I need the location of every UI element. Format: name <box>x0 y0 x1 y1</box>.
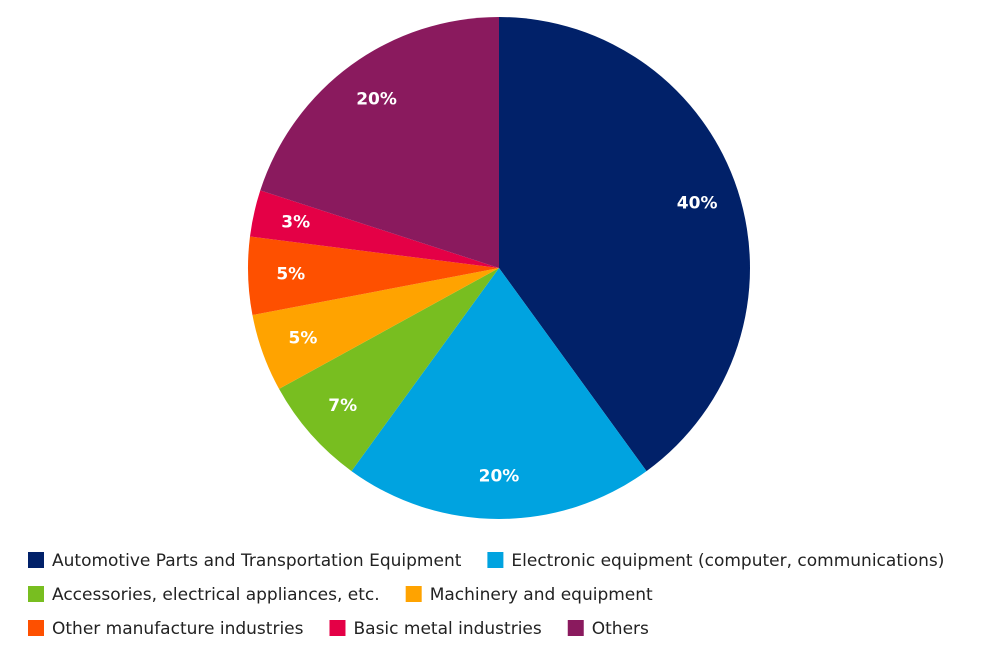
value-label: 5% <box>289 329 318 349</box>
legend-label: Basic metal industries <box>353 619 541 639</box>
pie-slice <box>248 236 499 316</box>
pie-slice <box>249 190 499 268</box>
pie-slice <box>279 268 499 472</box>
value-label: 7% <box>328 396 357 416</box>
legend-swatch <box>28 552 44 568</box>
pie-slice <box>351 268 647 520</box>
pie-slice <box>499 17 751 472</box>
legend-label: Other manufacture industries <box>52 619 304 639</box>
value-label: 20% <box>356 89 397 109</box>
legend-swatch <box>28 586 44 602</box>
legend-label: Machinery and equipment <box>430 585 653 605</box>
legend-label: Automotive Parts and Transportation Equi… <box>52 551 462 571</box>
legend-swatch <box>405 586 422 602</box>
legend-swatch <box>567 620 584 636</box>
value-label: 5% <box>276 265 305 285</box>
pie-slice <box>260 17 499 268</box>
value-label: 3% <box>281 213 310 233</box>
legend-label: Others <box>592 619 649 639</box>
pie-slice <box>252 268 499 389</box>
legend-swatch <box>329 620 346 636</box>
legend-label: Electronic equipment (computer, communic… <box>511 551 944 571</box>
value-label: 20% <box>479 466 520 486</box>
value-label: 40% <box>677 194 718 214</box>
legend-swatch <box>487 552 504 568</box>
legend-label: Accessories, electrical appliances, etc. <box>52 585 380 605</box>
legend-swatch <box>28 620 44 636</box>
